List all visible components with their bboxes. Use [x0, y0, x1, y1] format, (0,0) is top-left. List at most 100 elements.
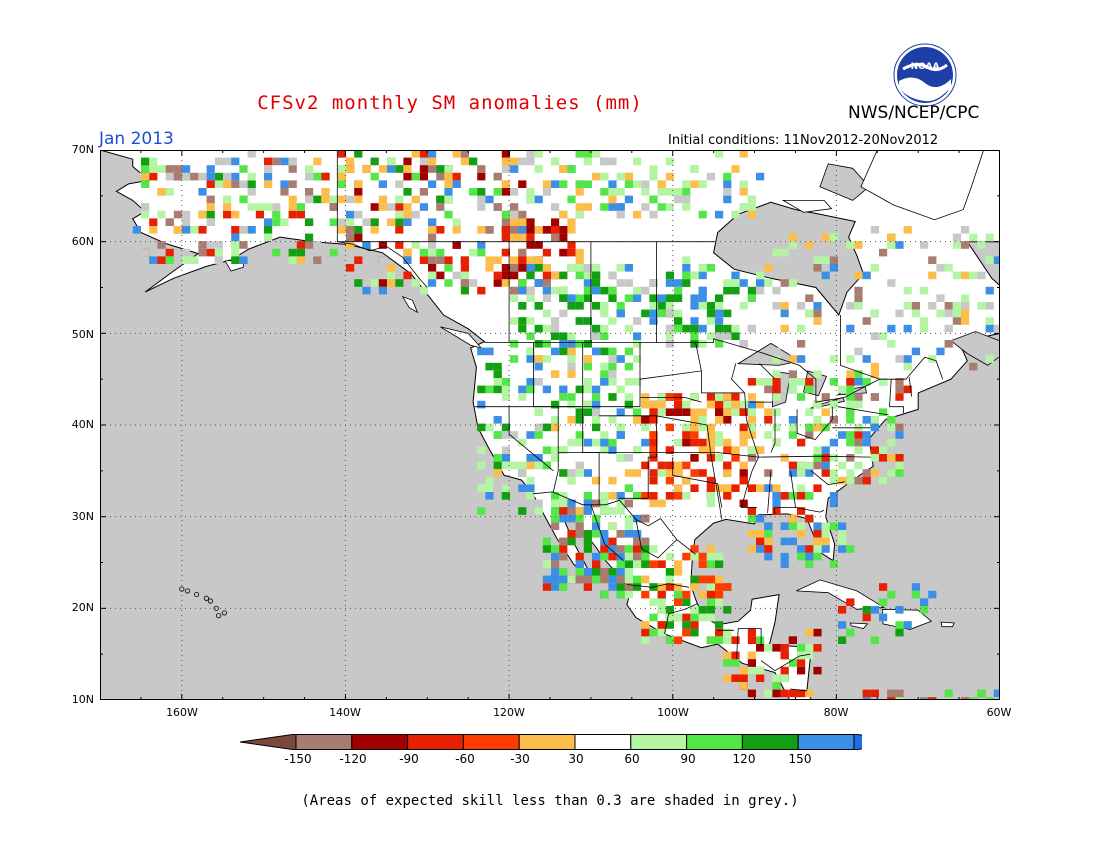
anomaly-cell — [723, 651, 732, 660]
anomaly-cell — [559, 286, 568, 295]
anomaly-cell — [879, 446, 888, 454]
anomaly-cells-layer — [132, 150, 1000, 700]
anomaly-cell — [846, 598, 855, 606]
anomaly-cell — [214, 172, 223, 181]
anomaly-cell — [879, 476, 888, 485]
anomaly-cell — [682, 598, 691, 606]
anomaly-cell — [788, 636, 797, 644]
anomaly-cell — [780, 248, 789, 257]
anomaly-cell — [329, 218, 338, 226]
anomaly-cell — [469, 248, 478, 257]
anomaly-cell — [665, 309, 674, 318]
anomaly-cell — [715, 332, 724, 340]
anomaly-cell — [493, 188, 502, 196]
anomaly-cell — [665, 302, 674, 310]
anomaly-cell — [747, 530, 756, 538]
anomaly-cell — [518, 279, 527, 287]
anomaly-cell — [739, 279, 748, 287]
anomaly-cell — [862, 431, 871, 439]
anomaly-cell — [706, 264, 715, 272]
anomaly-cell — [928, 302, 937, 310]
anomaly-cell — [354, 150, 363, 158]
anomaly-cell — [592, 400, 601, 409]
anomaly-cell — [887, 340, 896, 348]
anomaly-cell — [887, 324, 896, 333]
anomaly-cell — [813, 264, 822, 272]
anomaly-cell — [518, 438, 527, 447]
anomaly-cell — [624, 522, 633, 530]
anomaly-cell — [378, 203, 387, 211]
anomaly-cell — [846, 438, 855, 447]
anomaly-cell — [551, 545, 560, 553]
anomaly-cell — [715, 590, 724, 599]
anomaly-cell — [969, 697, 978, 700]
anomaly-cell — [608, 157, 617, 166]
anomaly-cell — [346, 264, 355, 272]
anomaly-cell — [657, 606, 666, 614]
anomaly-cell — [288, 248, 297, 257]
anomaly-cell — [624, 279, 633, 287]
anomaly-cell — [674, 560, 683, 568]
anomaly-cell — [624, 530, 633, 538]
anomaly-cell — [337, 165, 346, 173]
anomaly-cell — [223, 210, 232, 219]
anomaly-cell — [411, 210, 420, 219]
anomaly-cell — [690, 613, 699, 622]
anomaly-cell — [846, 408, 855, 416]
hawaii-island — [193, 591, 200, 598]
anomaly-cell — [493, 279, 502, 287]
anomaly-cell — [879, 378, 888, 386]
anomaly-cell — [575, 203, 584, 211]
anomaly-cell — [665, 461, 674, 470]
anomaly-cell — [354, 279, 363, 287]
anomaly-cell — [772, 644, 781, 652]
anomaly-cell — [870, 370, 879, 378]
anomaly-cell — [534, 454, 543, 462]
anomaly-cell — [649, 165, 658, 173]
anomaly-cell — [559, 537, 568, 546]
anomaly-cell — [583, 294, 592, 302]
anomaly-cell — [395, 226, 404, 234]
anomaly-cell — [583, 264, 592, 272]
anomaly-cell — [198, 188, 207, 196]
anomaly-cell — [428, 256, 437, 264]
lon-label: 60W — [986, 706, 1012, 719]
anomaly-cell — [895, 355, 904, 363]
anomaly-cell — [600, 309, 609, 318]
anomaly-cell — [600, 446, 609, 454]
anomaly-cell — [895, 393, 904, 401]
anomaly-cell — [829, 522, 838, 530]
anomaly-cell — [665, 324, 674, 333]
anomaly-cell — [788, 241, 797, 249]
anomaly-cell — [501, 165, 510, 173]
anomaly-cell — [510, 188, 519, 196]
anomaly-cell — [813, 530, 822, 538]
anomaly-cell — [846, 416, 855, 424]
anomaly-cell — [485, 256, 494, 264]
anomaly-cell — [739, 203, 748, 211]
anomaly-cell — [592, 385, 601, 394]
anomaly-cell — [165, 188, 174, 196]
anomaly-cell — [526, 385, 535, 394]
anomaly-cell — [378, 286, 387, 295]
anomaly-cell — [895, 423, 904, 432]
anomaly-cell — [813, 256, 822, 264]
anomaly-cell — [403, 203, 412, 211]
anomaly-cell — [633, 408, 642, 416]
anomaly-cell — [559, 271, 568, 280]
anomaly-cell — [329, 195, 338, 204]
us-state-lines — [716, 452, 871, 458]
anomaly-cell — [764, 256, 773, 264]
anomaly-cell — [559, 568, 568, 576]
anomaly-cell — [690, 484, 699, 492]
anomaly-cell — [920, 697, 929, 700]
haida-gwaii — [401, 295, 419, 314]
anomaly-cell — [477, 165, 486, 173]
anomaly-cell — [616, 203, 625, 211]
anomaly-cell — [715, 454, 724, 462]
anomaly-cell — [559, 233, 568, 242]
anomaly-cell — [526, 241, 535, 249]
anomaly-cell — [542, 180, 551, 188]
anomaly-cell — [288, 157, 297, 166]
anomaly-cell — [132, 172, 141, 181]
